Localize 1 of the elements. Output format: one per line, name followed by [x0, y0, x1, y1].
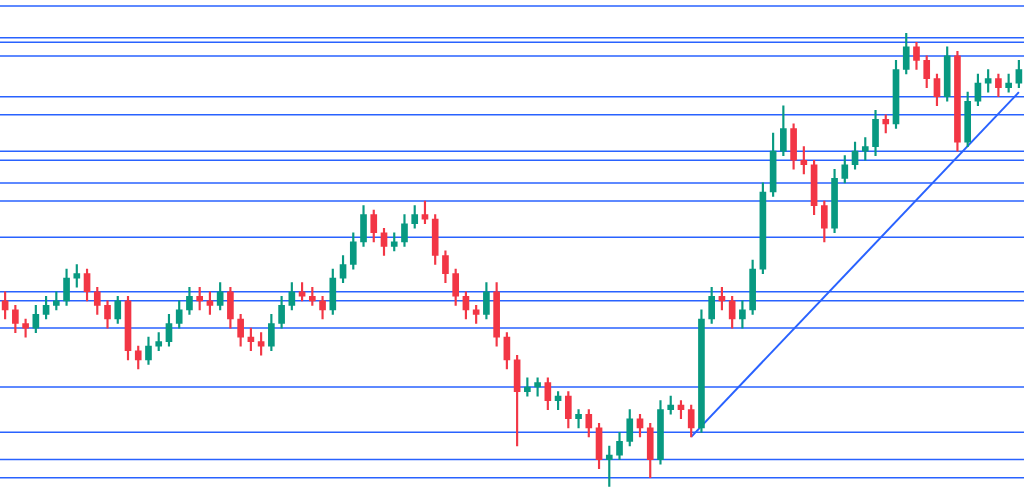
candlestick	[575, 409, 582, 429]
